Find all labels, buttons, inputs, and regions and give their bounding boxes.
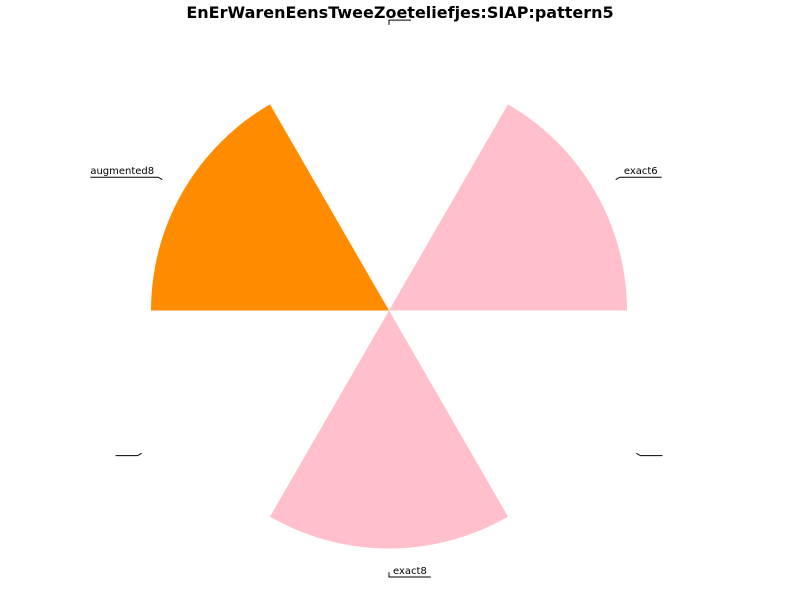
pie-slice-exact6 [389, 104, 627, 311]
pie-slice-unlabeled-5 [409, 322, 648, 529]
pie-slice-unlabeled-1 [270, 48, 508, 287]
slices-layer [130, 48, 648, 549]
slice-label-exact8: exact8 [393, 566, 427, 577]
pie-slice-exact8 [270, 310, 508, 549]
leader-line-unlabeled-3 [115, 452, 142, 457]
slice-label-augmented8: augmented8 [90, 166, 154, 177]
slice-label-exact6: exact6 [624, 166, 658, 177]
leader-line-unlabeled-1 [388, 19, 411, 25]
chart-title: EnErWarenEensTweeZoeteliefjes:SIAP:patte… [186, 3, 614, 22]
leader-line-unlabeled-5 [636, 452, 663, 457]
leader-line-exact6 [615, 176, 662, 181]
pie-slice-augmented8 [151, 104, 389, 311]
leader-line-exact8 [388, 572, 431, 578]
labels-layer: exact6 augmented8 exact8 [90, 19, 663, 578]
pie-slice-unlabeled-3 [130, 322, 369, 529]
leader-line-augmented8 [90, 176, 163, 181]
